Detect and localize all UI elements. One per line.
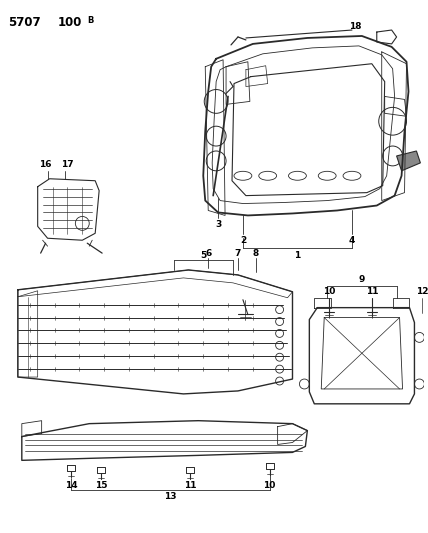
Text: 1: 1 [294, 251, 300, 260]
Text: 10: 10 [264, 481, 276, 490]
Text: 2: 2 [240, 236, 246, 245]
Text: 6: 6 [205, 248, 211, 257]
Text: 11: 11 [184, 481, 196, 490]
Text: 13: 13 [164, 491, 177, 500]
Text: 12: 12 [416, 287, 428, 296]
Text: 17: 17 [61, 160, 74, 169]
Text: B: B [87, 16, 94, 25]
Text: 11: 11 [366, 287, 378, 296]
Text: 5707: 5707 [8, 16, 41, 29]
Text: 10: 10 [323, 287, 336, 296]
Text: 7: 7 [235, 248, 241, 257]
Text: 16: 16 [39, 160, 52, 169]
Polygon shape [397, 151, 420, 171]
Text: 9: 9 [359, 276, 365, 285]
Text: 5: 5 [200, 251, 206, 260]
Text: 14: 14 [65, 481, 78, 490]
Text: 100: 100 [57, 16, 82, 29]
Text: 3: 3 [215, 220, 221, 229]
Text: 15: 15 [95, 481, 107, 490]
Text: 8: 8 [253, 248, 259, 257]
Text: 4: 4 [349, 236, 355, 245]
Text: 18: 18 [349, 21, 361, 30]
